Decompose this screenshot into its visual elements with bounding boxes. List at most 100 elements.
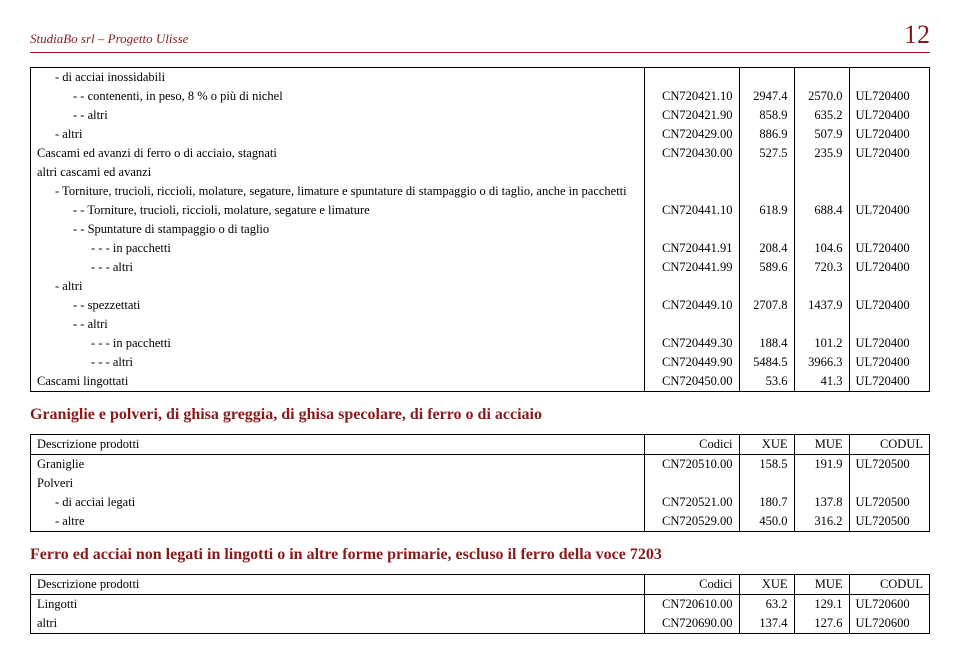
table-row: - - Torniture, trucioli, riccioli, molat… [31, 201, 929, 220]
cell-mue [794, 315, 849, 334]
table-row: - Torniture, trucioli, riccioli, molatur… [31, 182, 929, 201]
cell-mue: 137.8 [794, 493, 849, 512]
cell-mue [794, 163, 849, 182]
cell-xue: 63.2 [739, 595, 794, 615]
cell-xue: 5484.5 [739, 353, 794, 372]
col-codul: CODUL [849, 435, 929, 455]
header-left: StudiaBo srl – Progetto Ulisse [30, 31, 188, 47]
cell-mue [794, 474, 849, 493]
col-mue: MUE [794, 575, 849, 595]
cell-xue [739, 163, 794, 182]
cell-codul: UL720500 [849, 512, 929, 531]
cell-code: CN720510.00 [644, 455, 739, 475]
cell-code: CN720441.10 [644, 201, 739, 220]
cell-codul [849, 68, 929, 87]
col-desc: Descrizione prodotti [31, 575, 644, 595]
cell-desc: altri cascami ed avanzi [31, 163, 644, 182]
cell-xue: 137.4 [739, 614, 794, 633]
cell-code: CN720449.90 [644, 353, 739, 372]
table1-wrapper: - di acciai inossidabili- - contenenti, … [30, 67, 930, 392]
cell-desc: - - - in pacchetti [31, 239, 644, 258]
cell-mue [794, 68, 849, 87]
cell-desc: - - spezzettati [31, 296, 644, 315]
table-row: - - - in pacchettiCN720441.91208.4104.6U… [31, 239, 929, 258]
cell-desc: - - altri [31, 106, 644, 125]
cell-code: CN720521.00 [644, 493, 739, 512]
table-row: - - - in pacchettiCN720449.30188.4101.2U… [31, 334, 929, 353]
col-xue: XUE [739, 575, 794, 595]
table-row: - di acciai inossidabili [31, 68, 929, 87]
cell-xue: 53.6 [739, 372, 794, 391]
cell-mue: 688.4 [794, 201, 849, 220]
cell-code: CN720441.99 [644, 258, 739, 277]
cell-code: CN720529.00 [644, 512, 739, 531]
page-header: StudiaBo srl – Progetto Ulisse 12 [30, 20, 930, 53]
cell-mue: 104.6 [794, 239, 849, 258]
cell-codul: UL720400 [849, 334, 929, 353]
cell-mue: 127.6 [794, 614, 849, 633]
cell-code: CN720610.00 [644, 595, 739, 615]
cell-desc: - - Spuntature di stampaggio o di taglio [31, 220, 644, 239]
cell-desc: - - altri [31, 315, 644, 334]
cell-codul [849, 163, 929, 182]
cell-mue: 191.9 [794, 455, 849, 475]
cell-desc: - di acciai inossidabili [31, 68, 644, 87]
cell-mue: 2570.0 [794, 87, 849, 106]
cell-mue [794, 220, 849, 239]
table-row: - - - altriCN720441.99589.6720.3UL720400 [31, 258, 929, 277]
cell-xue: 618.9 [739, 201, 794, 220]
cell-mue: 507.9 [794, 125, 849, 144]
table-row: - - altriCN720421.90858.9635.2UL720400 [31, 106, 929, 125]
cell-desc: - altri [31, 125, 644, 144]
cell-code: CN720690.00 [644, 614, 739, 633]
table-row: - altri [31, 277, 929, 296]
cell-xue: 2947.4 [739, 87, 794, 106]
cell-desc: - - - altri [31, 353, 644, 372]
cell-code [644, 474, 739, 493]
cell-xue: 2707.8 [739, 296, 794, 315]
cell-desc: - altri [31, 277, 644, 296]
cell-codul [849, 474, 929, 493]
cell-mue: 635.2 [794, 106, 849, 125]
cell-code: CN720421.10 [644, 87, 739, 106]
cell-desc: - di acciai legati [31, 493, 644, 512]
cell-mue: 3966.3 [794, 353, 849, 372]
table-row: - - altri [31, 315, 929, 334]
col-codul: CODUL [849, 575, 929, 595]
table-row: - - Spuntature di stampaggio o di taglio [31, 220, 929, 239]
cell-codul: UL720400 [849, 144, 929, 163]
cell-code [644, 315, 739, 334]
table2-wrapper: Descrizione prodotti Codici XUE MUE CODU… [30, 434, 930, 532]
table-row: LingottiCN720610.0063.2129.1UL720600 [31, 595, 929, 615]
cell-xue [739, 474, 794, 493]
table-row: - di acciai legatiCN720521.00180.7137.8U… [31, 493, 929, 512]
col-desc: Descrizione prodotti [31, 435, 644, 455]
cell-codul: UL720400 [849, 106, 929, 125]
table2: Descrizione prodotti Codici XUE MUE CODU… [31, 435, 929, 531]
cell-codul: UL720400 [849, 353, 929, 372]
table-row: Cascami lingottatiCN720450.0053.641.3UL7… [31, 372, 929, 391]
cell-codul: UL720600 [849, 595, 929, 615]
table3-wrapper: Descrizione prodotti Codici XUE MUE CODU… [30, 574, 930, 634]
table-row: Cascami ed avanzi di ferro o di acciaio,… [31, 144, 929, 163]
cell-xue: 158.5 [739, 455, 794, 475]
cell-xue [739, 220, 794, 239]
cell-code [644, 68, 739, 87]
cell-codul: UL720600 [849, 614, 929, 633]
cell-xue [739, 68, 794, 87]
cell-desc: Cascami lingottati [31, 372, 644, 391]
cell-desc: Polveri [31, 474, 644, 493]
page-number: 12 [904, 20, 930, 50]
section2-title: Graniglie e polveri, di ghisa greggia, d… [30, 406, 930, 424]
table-row: - - - altriCN720449.905484.53966.3UL7204… [31, 353, 929, 372]
col-mue: MUE [794, 435, 849, 455]
cell-codul: UL720400 [849, 239, 929, 258]
cell-xue: 858.9 [739, 106, 794, 125]
table1: - di acciai inossidabili- - contenenti, … [31, 68, 929, 391]
table-row: GraniglieCN720510.00158.5191.9UL720500 [31, 455, 929, 475]
cell-desc: - - contenenti, in peso, 8 % o più di ni… [31, 87, 644, 106]
cell-xue: 527.5 [739, 144, 794, 163]
cell-codul: UL720400 [849, 125, 929, 144]
table-row: altri cascami ed avanzi [31, 163, 929, 182]
cell-codul: UL720400 [849, 201, 929, 220]
